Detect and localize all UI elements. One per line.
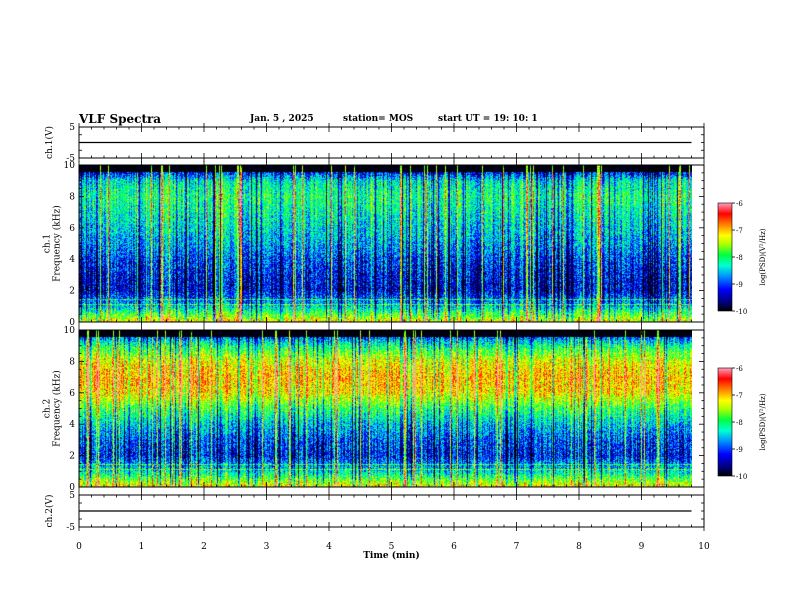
x-tick-label: 4 [326, 542, 332, 552]
x-tick-label: 5 [389, 542, 395, 552]
y-axis-label: ch.2Frequency (kHz) [42, 370, 62, 447]
y-tick-label: 5 [69, 491, 75, 501]
x-tick-label: 7 [514, 542, 520, 552]
colorbar-tick-label: -9 [736, 281, 743, 289]
y-tick-label: 2 [69, 287, 75, 297]
y-tick-label: 6 [69, 224, 75, 234]
y-tick-label: 5 [69, 123, 75, 133]
y-axis-label: ch.1(V) [44, 126, 55, 159]
x-tick-label: 3 [264, 542, 270, 552]
x-tick-label: 8 [576, 542, 582, 552]
y-tick-label: 10 [64, 326, 76, 336]
y-tick-label: 8 [69, 192, 75, 202]
x-tick-label: 6 [451, 542, 457, 552]
colorbar-tick-label: -8 [736, 419, 743, 427]
start-time-label: start UT = 19: 10: 1 [438, 114, 538, 124]
colorbar-tick-label: -9 [736, 446, 743, 454]
colorbar [717, 367, 733, 477]
spectrogram-image [79, 330, 692, 487]
x-tick-label: 0 [76, 542, 82, 552]
chart-title: VLF Spectra [79, 112, 162, 126]
y-tick-label: 0 [69, 483, 75, 493]
date-label: Jan. 5 , 2025 [250, 114, 314, 124]
y-tick-label: -5 [66, 523, 75, 533]
x-tick-label: 2 [201, 542, 207, 552]
x-tick-label: 10 [698, 542, 710, 552]
colorbar-label: log(PSD)(V²/Hz) [759, 393, 767, 450]
colorbar-tick-label: -6 [736, 200, 743, 208]
y-tick-label: 8 [69, 357, 75, 367]
x-axis-label: Time (min) [363, 550, 420, 561]
colorbar-tick-label: -10 [736, 308, 747, 316]
station-label: station= MOS [343, 114, 414, 124]
colorbar [717, 202, 733, 312]
y-axis-label: ch.2(V) [44, 495, 55, 528]
colorbar-tick-label: -10 [736, 473, 747, 481]
y-tick-label: 4 [69, 420, 75, 430]
x-tick-label: 1 [139, 542, 145, 552]
x-tick-label: 9 [639, 542, 645, 552]
y-tick-label: 4 [69, 255, 75, 265]
colorbar-tick-label: -6 [736, 365, 743, 373]
y-tick-label: 10 [64, 161, 76, 171]
colorbar-tick-label: -7 [736, 392, 743, 400]
y-tick-label: 0 [69, 318, 75, 328]
colorbar-label: log(PSD)(V²/Hz) [759, 228, 767, 285]
y-tick-label: 2 [69, 452, 75, 462]
colorbar-tick-label: -8 [736, 254, 743, 262]
y-axis-label: ch.1Frequency (kHz) [42, 205, 62, 282]
colorbar-tick-label: -7 [736, 227, 743, 235]
y-tick-label: 6 [69, 389, 75, 399]
y-tick-label: -5 [66, 154, 75, 164]
spectrogram-image [79, 165, 692, 322]
